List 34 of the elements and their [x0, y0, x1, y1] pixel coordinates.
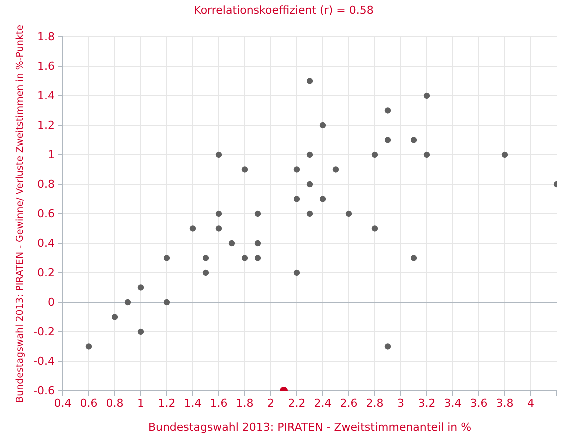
- y-tick-label: 0.4: [38, 237, 55, 250]
- x-tick-label: 1.2: [158, 396, 176, 410]
- y-tick-label: 0.6: [38, 208, 55, 221]
- x-tick-label: 3.4: [444, 396, 462, 410]
- y-tick-label: 1: [48, 148, 55, 162]
- y-tick-label: 0.8: [38, 178, 55, 192]
- x-tick-label: 3: [398, 396, 404, 410]
- x-tick-label: 2.6: [340, 396, 358, 410]
- x-tick-label: 0.6: [80, 396, 98, 410]
- x-tick-label: 1: [138, 396, 144, 410]
- x-tick-label: 4: [528, 396, 534, 410]
- chart-title: Korrelationskoeffizient (r) = 0.58: [194, 4, 374, 17]
- y-tick-label: -0.2: [34, 326, 55, 339]
- x-axis-title: Bundestagswahl 2013: PIRATEN - Zweitstimmenanteil in %: [148, 421, 472, 434]
- x-tick-label: 3.2: [418, 396, 436, 410]
- y-tick-label: 1.8: [38, 30, 55, 44]
- y-axis-title: Bundestagswahl 2013: PIRATEN - Gewinne/ Verluste Zweitstimmen in %-Punkte: [15, 24, 26, 403]
- y-tick-label: 0.2: [38, 266, 55, 280]
- x-tick-label: 2.4: [314, 396, 332, 410]
- x-tick-label: 3.6: [470, 396, 488, 410]
- y-tick-label: -0.4: [34, 355, 55, 368]
- x-tick-label: 2.8: [366, 396, 384, 410]
- x-tick-label: 1.6: [210, 396, 228, 410]
- x-tick-label: 1.4: [184, 396, 202, 410]
- x-tick-label: 0.8: [106, 396, 124, 410]
- y-tick-label: 1.4: [38, 90, 55, 103]
- x-tick-label: 2: [268, 396, 274, 410]
- x-tick-label: 2.2: [288, 396, 306, 410]
- y-tick-label: 0: [48, 296, 55, 310]
- y-tick-label: 1.6: [38, 60, 55, 74]
- y-tick-label: 1.2: [38, 119, 55, 132]
- x-tick-label: 1.8: [236, 396, 254, 410]
- x-tick-label: 3.8: [496, 396, 514, 410]
- y-tick-label: -0.6: [34, 384, 55, 398]
